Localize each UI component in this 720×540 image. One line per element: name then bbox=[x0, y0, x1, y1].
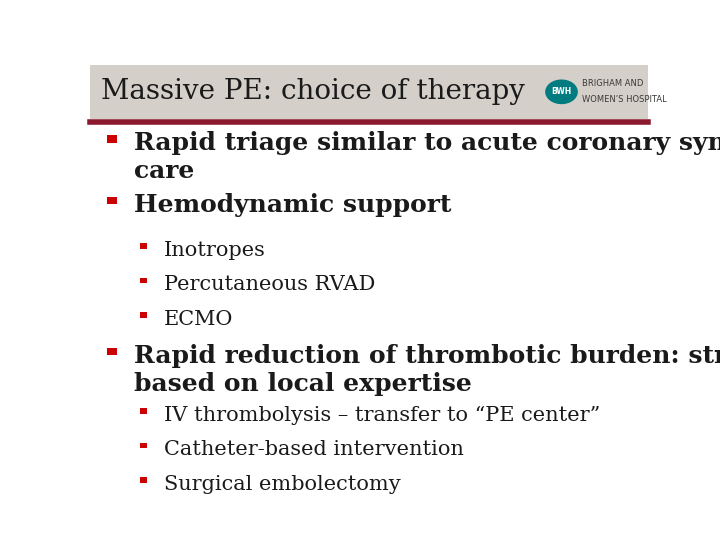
Text: ECMO: ECMO bbox=[163, 310, 233, 329]
Bar bbox=[107, 348, 117, 355]
Bar bbox=[140, 477, 148, 483]
Text: Catheter-based intervention: Catheter-based intervention bbox=[163, 440, 464, 459]
Text: WOMEN’S HOSPITAL: WOMEN’S HOSPITAL bbox=[582, 96, 667, 104]
Bar bbox=[90, 65, 648, 119]
Bar bbox=[140, 312, 148, 318]
Bar bbox=[140, 443, 148, 448]
Text: Rapid reduction of thrombotic burden: strategy
based on local expertise: Rapid reduction of thrombotic burden: st… bbox=[133, 344, 720, 396]
Bar bbox=[140, 243, 148, 248]
Text: Inotropes: Inotropes bbox=[163, 241, 266, 260]
Text: BRIGHAM AND: BRIGHAM AND bbox=[582, 79, 644, 88]
Text: Surgical embolectomy: Surgical embolectomy bbox=[163, 475, 400, 494]
Text: IV thrombolysis – transfer to “PE center”: IV thrombolysis – transfer to “PE center… bbox=[163, 406, 600, 425]
Bar bbox=[107, 197, 117, 204]
Text: BWH: BWH bbox=[552, 87, 572, 96]
Text: Massive PE: choice of therapy: Massive PE: choice of therapy bbox=[101, 78, 525, 105]
Circle shape bbox=[546, 80, 577, 104]
Text: Hemodynamic support: Hemodynamic support bbox=[133, 193, 451, 217]
Text: Percutaneous RVAD: Percutaneous RVAD bbox=[163, 275, 375, 294]
Text: Rapid triage similar to acute coronary syndrome
care: Rapid triage similar to acute coronary s… bbox=[133, 131, 720, 183]
Bar bbox=[140, 278, 148, 283]
Bar bbox=[107, 135, 117, 143]
Bar bbox=[140, 408, 148, 414]
